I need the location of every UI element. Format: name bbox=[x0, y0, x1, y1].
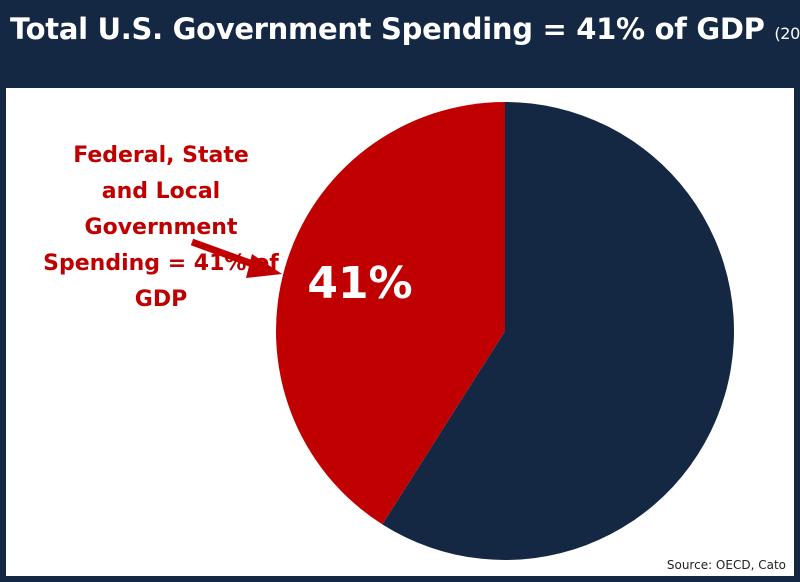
pie-chart: 41% bbox=[190, 102, 735, 560]
slice-label-government: 41% bbox=[307, 258, 412, 309]
title-text: Total U.S. Government Spending = 41% of … bbox=[10, 12, 765, 46]
title-bar: Total U.S. Government Spending = 41% of … bbox=[0, 0, 800, 88]
chart-title: Total U.S. Government Spending = 41% of … bbox=[10, 12, 800, 46]
callout-annotation: Federal, State and Local Government Spen… bbox=[43, 143, 279, 312]
callout-arrow-shaft bbox=[190, 238, 260, 270]
pie-slice-government bbox=[276, 102, 505, 525]
callout-arrow-head bbox=[246, 254, 282, 278]
title-year: (2011) bbox=[774, 24, 800, 43]
pie-slice-other-1 bbox=[382, 102, 735, 560]
chart-panel: 41% Federal, State and Local Government … bbox=[6, 88, 794, 576]
source-note: Source: OECD, Cato bbox=[666, 558, 786, 572]
